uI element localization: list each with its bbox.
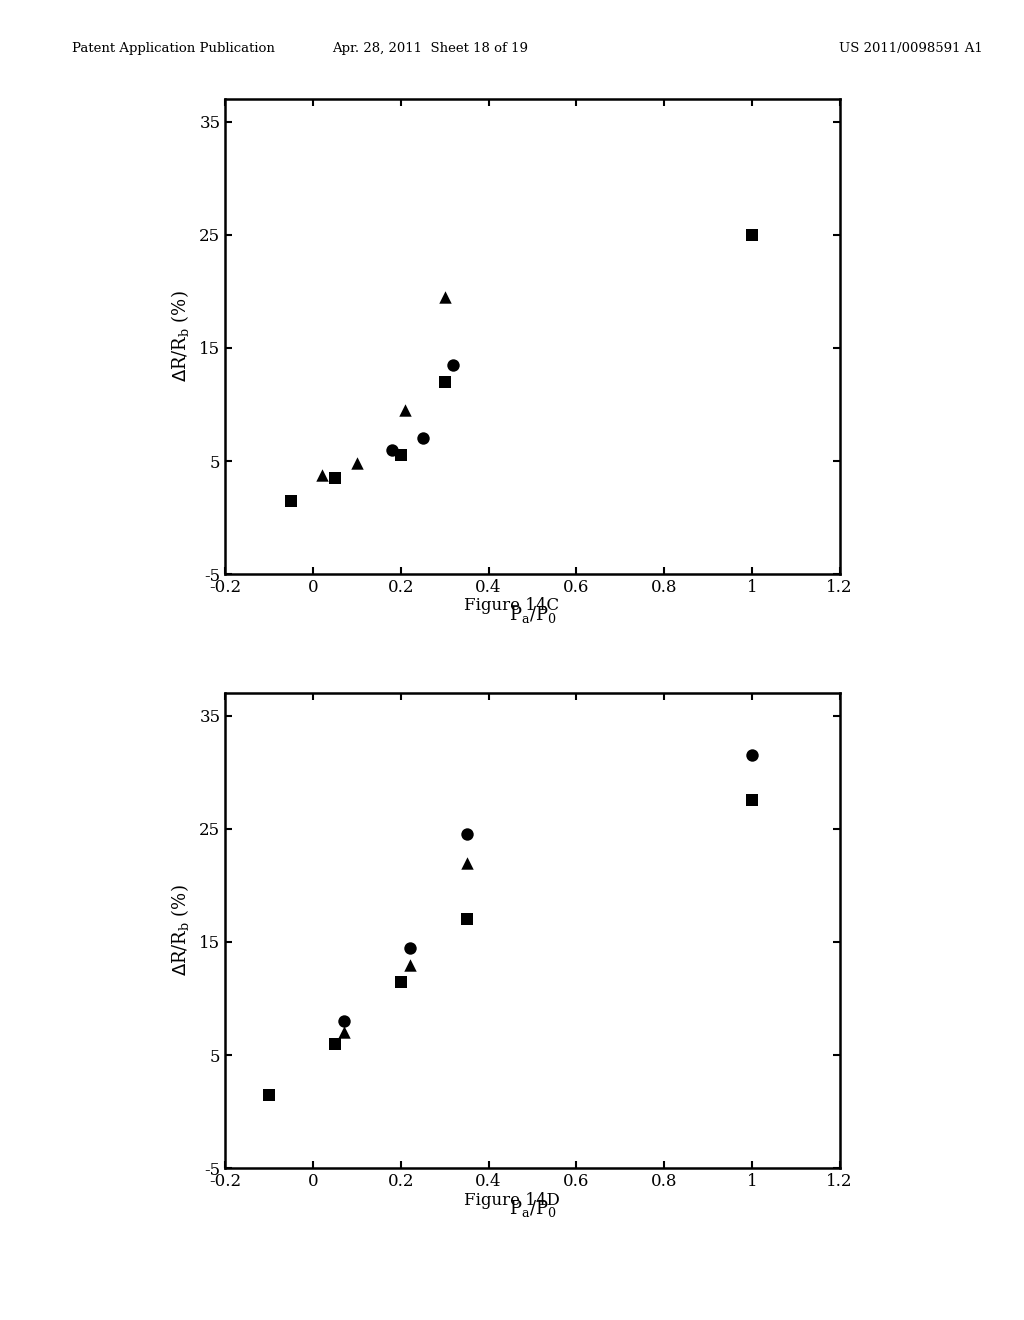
- Point: [384, 440, 400, 461]
- Point: [401, 937, 418, 958]
- X-axis label: P$_\mathregular{a}$/P$_\mathregular{0}$: P$_\mathregular{a}$/P$_\mathregular{0}$: [509, 1199, 556, 1220]
- Point: [336, 1011, 352, 1032]
- Point: [459, 824, 475, 845]
- Point: [743, 744, 760, 766]
- Point: [743, 789, 760, 810]
- Point: [349, 453, 366, 474]
- Point: [436, 371, 453, 392]
- Point: [283, 490, 299, 511]
- Y-axis label: $\Delta$R/R$_\mathregular{b}$ (%): $\Delta$R/R$_\mathregular{b}$ (%): [169, 884, 190, 977]
- Point: [261, 1084, 278, 1105]
- Point: [313, 465, 330, 486]
- Y-axis label: $\Delta$R/R$_\mathregular{b}$ (%): $\Delta$R/R$_\mathregular{b}$ (%): [169, 290, 190, 383]
- Point: [392, 972, 409, 993]
- Point: [743, 224, 760, 246]
- Point: [445, 354, 462, 375]
- Point: [336, 1022, 352, 1043]
- Text: Patent Application Publication: Patent Application Publication: [72, 42, 274, 55]
- Point: [401, 954, 418, 975]
- Point: [327, 1034, 343, 1055]
- Text: Figure 14C: Figure 14C: [465, 597, 559, 614]
- Text: US 2011/0098591 A1: US 2011/0098591 A1: [840, 42, 983, 55]
- X-axis label: P$_\mathregular{a}$/P$_\mathregular{0}$: P$_\mathregular{a}$/P$_\mathregular{0}$: [509, 605, 556, 626]
- Point: [392, 445, 409, 466]
- Point: [397, 400, 414, 421]
- Text: Apr. 28, 2011  Sheet 18 of 19: Apr. 28, 2011 Sheet 18 of 19: [332, 42, 528, 55]
- Point: [436, 286, 453, 308]
- Text: Figure 14D: Figure 14D: [464, 1192, 560, 1209]
- Point: [459, 908, 475, 929]
- Point: [327, 467, 343, 488]
- Point: [415, 428, 431, 449]
- Point: [459, 853, 475, 874]
